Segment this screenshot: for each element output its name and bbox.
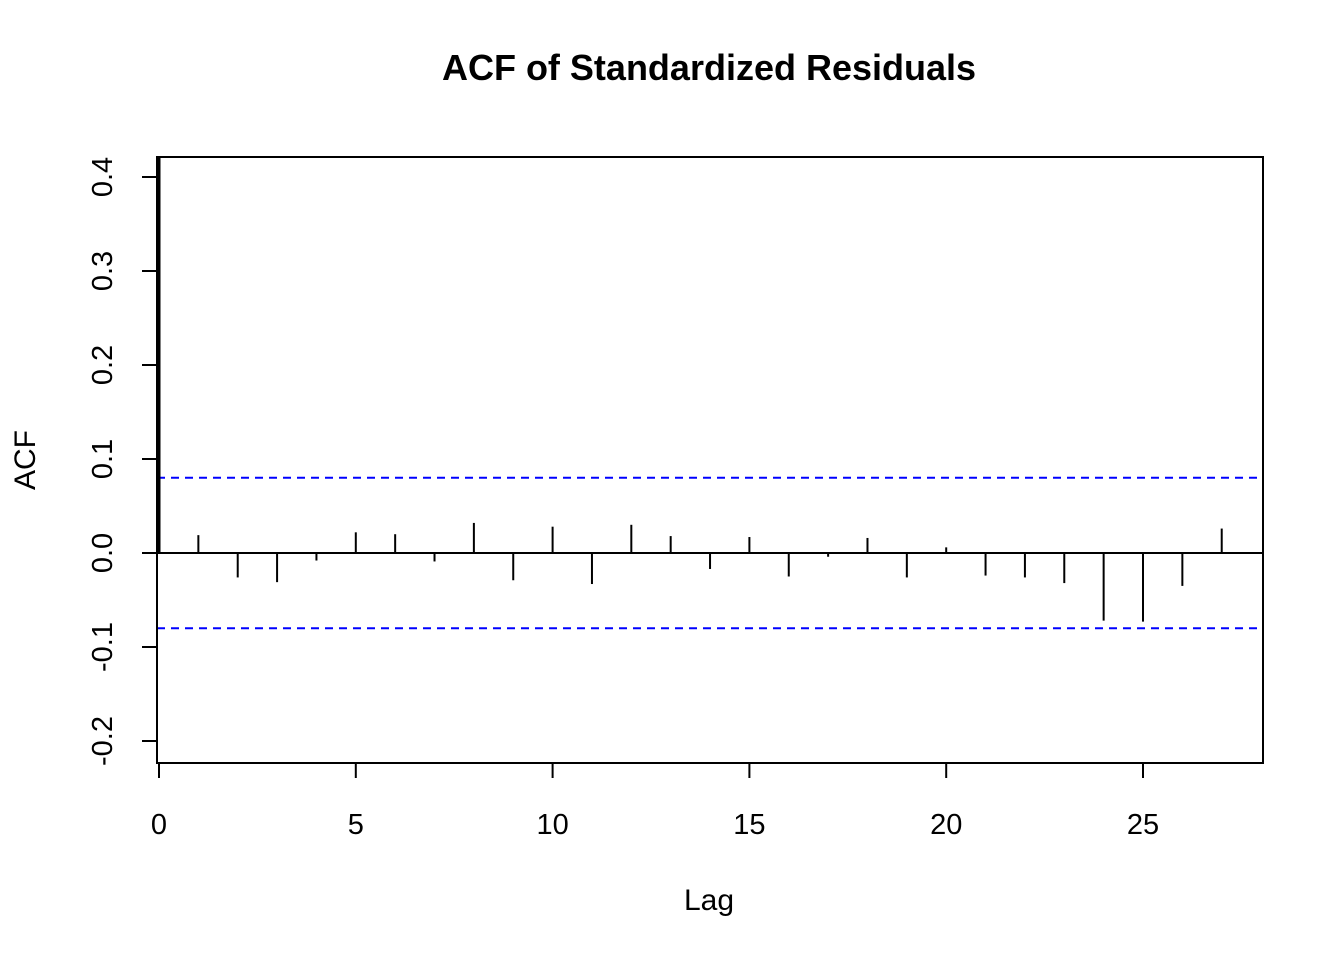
y-tick-label: 0.1	[87, 439, 119, 479]
x-tick-label: 10	[536, 809, 568, 841]
x-tick-label: 0	[151, 809, 167, 841]
y-tick-label: 0.0	[87, 533, 119, 573]
y-axis-label: ACF	[9, 430, 42, 490]
y-axis: -0.2 -0.1 0.0 0.1 0.2 0.3 0.4	[87, 157, 158, 766]
y-tick-label: -0.2	[87, 716, 119, 766]
x-tick-label: 15	[733, 809, 765, 841]
plot-frame	[156, 156, 1264, 764]
y-tick-label: 0.3	[87, 251, 119, 291]
chart-title: ACF of Standardized Residuals	[442, 47, 976, 88]
x-tick-label: 5	[348, 809, 364, 841]
plot-area	[157, 156, 1263, 630]
y-tick-label: 0.4	[87, 157, 119, 197]
x-axis-label: Lag	[684, 884, 734, 917]
x-tick-label: 20	[930, 809, 962, 841]
x-axis: 0 5 10 15 20 25	[151, 762, 1159, 841]
y-tick-label: 0.2	[87, 345, 119, 385]
x-tick-label: 25	[1127, 809, 1159, 841]
y-tick-label: -0.1	[87, 622, 119, 672]
